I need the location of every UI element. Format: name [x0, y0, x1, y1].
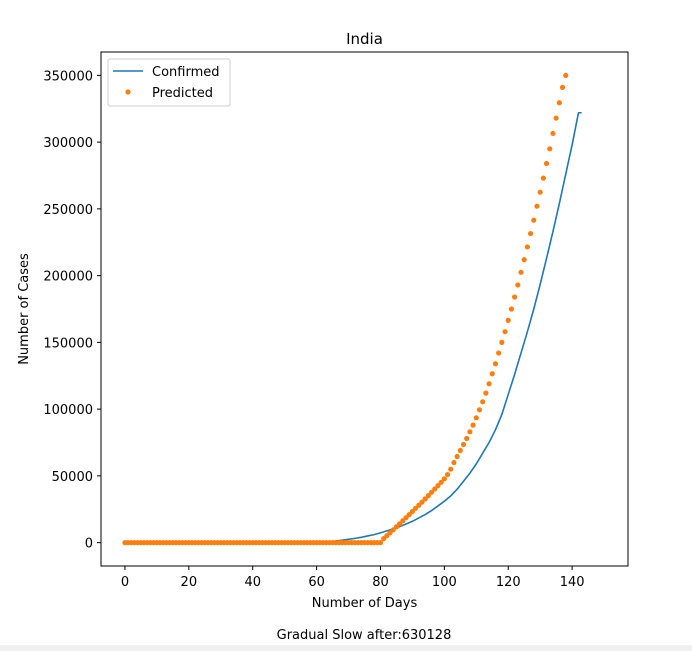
predicted-point — [454, 453, 460, 460]
x-axis-label: Number of Days — [312, 596, 418, 611]
predicted-point — [413, 505, 419, 511]
predicted-point — [512, 294, 518, 300]
footer-text: Gradual Slow after:630128 — [277, 628, 452, 643]
y-tick-label: 300000 — [43, 136, 93, 151]
plot-area — [100, 51, 629, 567]
chart-title: India — [346, 30, 383, 48]
x-tick-label: 100 — [432, 575, 457, 590]
x-tick-label: 140 — [560, 575, 585, 590]
x-tick-label: 120 — [496, 575, 521, 590]
predicted-point — [559, 84, 566, 90]
predicted-point — [419, 499, 425, 505]
predicted-point — [483, 390, 489, 396]
predicted-point — [467, 429, 473, 435]
predicted-point — [435, 483, 441, 489]
predicted-point — [486, 381, 492, 387]
predicted-point — [531, 217, 537, 223]
predicted-point — [425, 493, 431, 499]
predicted-point — [521, 257, 527, 263]
predicted-point — [518, 269, 524, 275]
predicted-point — [550, 130, 556, 137]
predicted-point — [473, 415, 479, 421]
predicted-point — [496, 350, 502, 356]
y-tick-label: 0 — [85, 537, 93, 552]
predicted-point — [409, 508, 416, 515]
y-tick-label: 50000 — [52, 470, 93, 485]
predicted-point — [563, 72, 569, 78]
predicted-point — [448, 466, 454, 472]
legend-predicted-marker — [125, 89, 131, 95]
predicted-point — [537, 189, 543, 195]
predicted-point — [457, 447, 463, 454]
y-tick-label: 100000 — [43, 403, 93, 418]
predicted-point — [377, 540, 384, 546]
predicted-point — [480, 399, 486, 405]
y-tick-label: 250000 — [43, 203, 93, 218]
predicted-point — [499, 339, 505, 345]
predicted-point — [515, 282, 521, 288]
predicted-point — [527, 230, 534, 237]
predicted-point — [460, 441, 467, 448]
legend-confirmed-label: Confirmed — [152, 65, 220, 80]
y-axis-label: Number of Cases — [17, 253, 32, 365]
x-axis: 0 20 40 60 80 100 120 140 — [121, 566, 585, 590]
y-tick-label: 150000 — [43, 336, 93, 351]
predicted-point — [540, 175, 546, 181]
predicted-point — [422, 496, 428, 502]
predicted-point — [543, 160, 550, 167]
predicted-point — [489, 371, 495, 377]
predicted-point — [492, 361, 499, 367]
predicted-point — [416, 502, 422, 508]
x-tick-label: 20 — [181, 575, 198, 590]
predicted-point — [470, 422, 476, 428]
series-confirmed — [124, 111, 582, 544]
predicted-point — [441, 476, 447, 482]
legend: Confirmed Predicted — [107, 58, 231, 107]
predicted-point — [464, 435, 470, 442]
predicted-point — [432, 486, 438, 492]
predicted-point — [476, 407, 483, 413]
predicted-point — [428, 489, 435, 495]
predicted-point — [451, 459, 457, 466]
x-tick-label: 0 — [121, 575, 129, 590]
predicted-point — [553, 115, 559, 121]
legend-predicted-label: Predicted — [152, 86, 213, 101]
predicted-point — [556, 100, 562, 106]
series-predicted — [122, 72, 569, 546]
x-tick-label: 80 — [372, 575, 389, 590]
y-axis: 0 50000 100000 150000 200000 250000 300000 3500… — [43, 69, 101, 552]
predicted-point — [444, 471, 451, 478]
predicted-point — [524, 244, 530, 250]
predicted-point — [547, 146, 553, 152]
y-tick-label: 350000 — [43, 69, 93, 84]
bottom-strip — [0, 645, 692, 651]
predicted-point — [534, 203, 540, 209]
x-tick-label: 40 — [244, 575, 261, 590]
predicted-point — [505, 317, 511, 323]
predicted-point — [508, 306, 515, 312]
y-tick-label: 200000 — [43, 270, 93, 285]
predicted-point — [502, 329, 508, 335]
predicted-point — [438, 479, 444, 485]
x-tick-label: 60 — [308, 575, 325, 590]
confirmed-line — [124, 111, 582, 544]
